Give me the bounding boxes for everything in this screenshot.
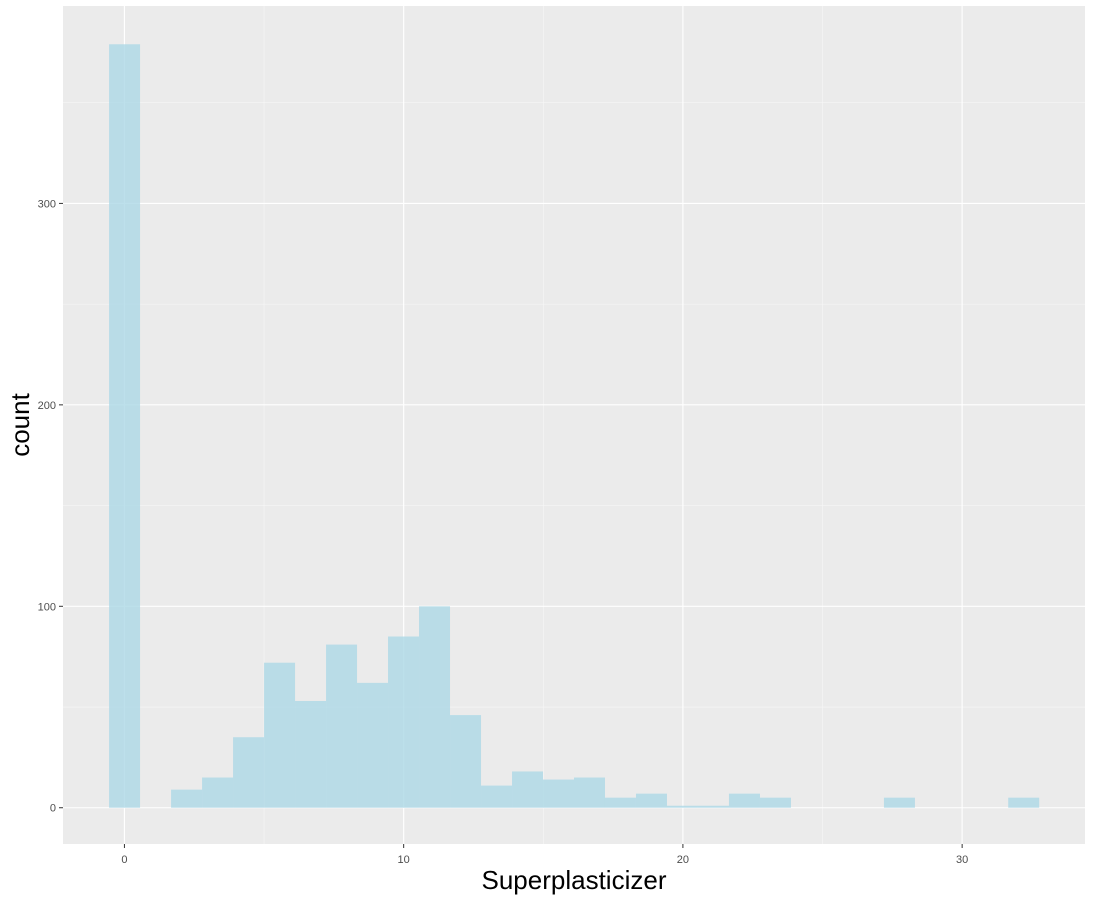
histogram-bar: [574, 777, 605, 808]
y-axis: 0 100 200 300: [38, 198, 63, 815]
histogram-bar: [728, 793, 760, 808]
histogram-bar: [666, 805, 698, 808]
histogram-bar: [543, 779, 574, 808]
minor-gridlines: [63, 6, 1085, 844]
y-tick-label: 0: [50, 803, 56, 815]
y-tick-label: 300: [38, 198, 56, 210]
x-tick-label: 20: [677, 854, 689, 866]
histogram-bar: [697, 805, 729, 808]
y-axis-title: count: [5, 392, 35, 456]
histogram-bar: [295, 700, 327, 808]
histogram-bar: [604, 797, 636, 808]
histogram-bar: [233, 737, 265, 808]
plot-panel: [63, 6, 1085, 844]
y-tick-label: 100: [38, 601, 56, 613]
histogram-bars: [109, 44, 1040, 808]
x-tick-label: 10: [398, 854, 410, 866]
x-axis-title: Superplasticizer: [482, 865, 667, 895]
histogram-bar: [419, 606, 451, 808]
histogram-bar: [635, 793, 667, 808]
histogram-bar: [264, 662, 296, 808]
histogram-bar: [388, 636, 420, 808]
y-tick-label: 200: [38, 400, 56, 412]
x-tick-label: 0: [121, 854, 127, 866]
histogram-bar: [481, 785, 513, 808]
histogram-bar: [202, 777, 234, 808]
histogram-bar: [883, 797, 915, 808]
histogram-bar: [512, 771, 544, 808]
histogram-bar: [759, 797, 791, 808]
histogram-bar: [109, 44, 141, 808]
histogram-bar: [450, 715, 482, 808]
histogram-bar: [1008, 797, 1040, 808]
x-axis: 0 10 20 30: [121, 844, 968, 866]
x-tick-label: 30: [956, 854, 968, 866]
histogram-bar: [357, 682, 389, 808]
histogram-bar: [326, 644, 358, 808]
histogram-bar: [171, 789, 203, 808]
